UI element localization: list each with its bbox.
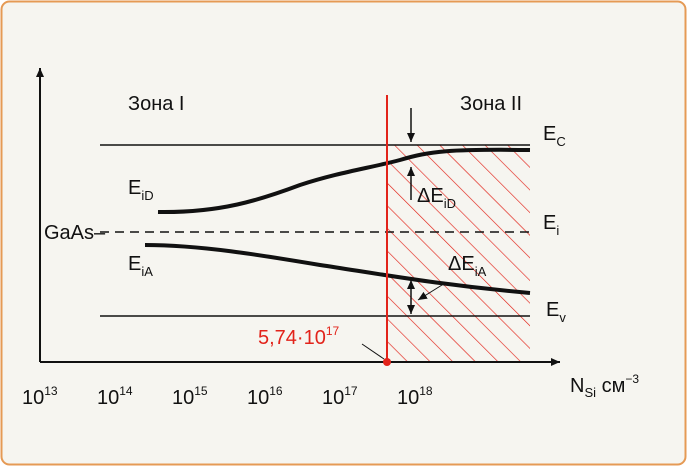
- symbol: E: [128, 177, 141, 199]
- x-tick-label: 1018: [397, 384, 433, 409]
- tick-base: 10: [172, 387, 194, 409]
- tick-base: 10: [397, 387, 419, 409]
- exponent: −3: [625, 372, 639, 386]
- tick-exponent: 14: [119, 384, 133, 398]
- x-tick-label: 1016: [247, 384, 283, 409]
- subscript: iD: [141, 188, 153, 203]
- symbol: E: [546, 299, 559, 321]
- subscript: v: [559, 310, 566, 325]
- x-tick-label: 1013: [22, 384, 58, 409]
- x-tick-label: 1014: [97, 384, 133, 409]
- subscript: iD: [444, 196, 456, 211]
- level-label: EiD: [128, 177, 154, 203]
- tick-exponent: 18: [419, 384, 433, 398]
- unit: см: [596, 375, 625, 397]
- level-label: ΔEiD: [417, 185, 456, 211]
- material-label: GaAs–: [44, 222, 106, 244]
- level-label: EC: [543, 123, 566, 149]
- marker-label: 5,74·1017: [258, 324, 340, 349]
- subscript: iA: [141, 264, 153, 279]
- tick-exponent: 13: [44, 384, 58, 398]
- tick-base: 10: [322, 387, 344, 409]
- tick-base: 10: [22, 387, 44, 409]
- x-axis-label: NSi см−3: [570, 372, 639, 400]
- symbol: E: [543, 123, 556, 145]
- tick-exponent: 16: [269, 384, 283, 398]
- subscript: Si: [584, 385, 596, 400]
- exponent: 17: [326, 324, 340, 338]
- level-label: Ei: [543, 212, 559, 238]
- boundary-point: [383, 358, 391, 366]
- arrow: [417, 284, 443, 301]
- symbol: ΔE: [448, 253, 475, 275]
- level-label: Ev: [546, 299, 566, 325]
- mantissa: 5,74·10: [258, 327, 326, 349]
- zone-label: Зона I: [128, 93, 184, 115]
- leader-line: [361, 343, 385, 360]
- level-label: ΔEiA: [448, 253, 487, 279]
- zone-label: Зона II: [460, 93, 522, 115]
- x-ticks: 1013 1014 1015 1016 1017 1018: [22, 384, 433, 409]
- subscript: iA: [475, 264, 487, 279]
- eia-curve: [144, 243, 531, 295]
- subscript: C: [556, 134, 565, 149]
- symbol: N: [570, 375, 584, 397]
- subscript: i: [556, 223, 559, 238]
- tick-base: 10: [247, 387, 269, 409]
- x-tick-label: 1017: [322, 384, 358, 409]
- x-tick-label: 1015: [172, 384, 208, 409]
- tick-base: 10: [97, 387, 119, 409]
- level-label: EiA: [128, 253, 153, 279]
- tick-exponent: 15: [194, 384, 208, 398]
- symbol: E: [543, 212, 556, 234]
- symbol: E: [128, 253, 141, 275]
- symbol: ΔE: [417, 185, 444, 207]
- eid-curve: [157, 147, 531, 215]
- tick-exponent: 17: [344, 384, 358, 398]
